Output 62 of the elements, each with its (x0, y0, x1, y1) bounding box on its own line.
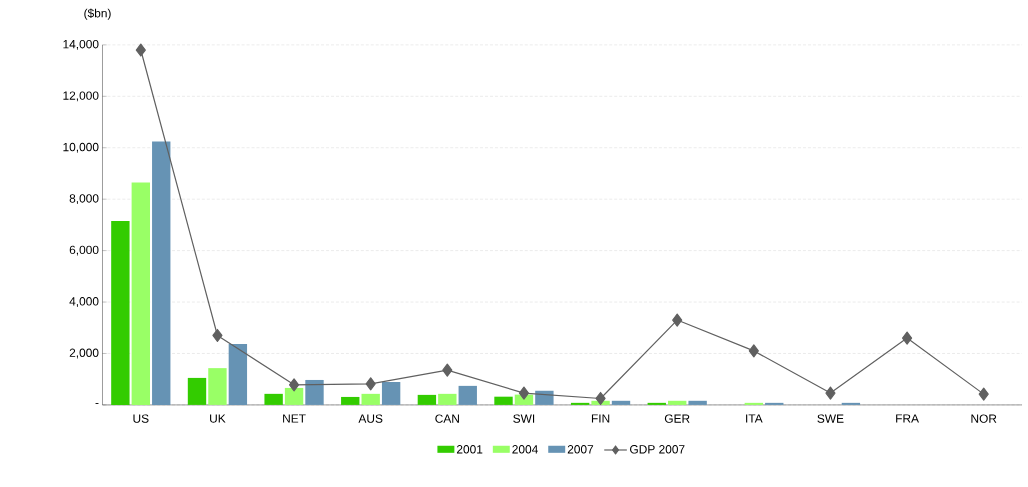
point (978, 387, 989, 401)
bar (228, 344, 248, 406)
y-tick-label: 2,000 (69, 348, 99, 359)
bar (131, 182, 150, 406)
bar (744, 403, 764, 406)
bar (341, 397, 360, 406)
x-tick-label: FIN (591, 414, 610, 423)
bar (284, 388, 304, 406)
bar (570, 403, 590, 406)
point (135, 43, 146, 57)
bar (765, 403, 784, 406)
point (825, 386, 836, 400)
legend-label: 2001 (456, 445, 483, 454)
bar (152, 141, 171, 406)
bar (208, 368, 227, 406)
bar (841, 403, 861, 406)
bar (438, 394, 457, 406)
bar (264, 394, 283, 406)
y-tick-label: - (95, 403, 99, 405)
legend-label: GDP 2007 (630, 445, 685, 454)
x-tick-label: SWE (817, 414, 844, 423)
x-tick-label: NOR (971, 414, 997, 423)
x-tick-label: AUS (358, 414, 383, 423)
bar (611, 400, 631, 406)
point (212, 329, 223, 343)
point (518, 386, 530, 400)
point (365, 377, 376, 391)
y-tick-label: 14,000 (63, 40, 99, 50)
x-tick-label: ITA (746, 414, 763, 423)
x-tick-label: FRA (896, 414, 919, 423)
point (672, 313, 683, 327)
bar (647, 403, 666, 406)
bar (305, 380, 324, 406)
point (442, 363, 453, 377)
bar (111, 221, 130, 406)
y-tick-label: 6,000 (69, 245, 99, 256)
point (748, 344, 759, 358)
bar (187, 378, 207, 406)
y-axis-title: ($bn) (84, 8, 111, 20)
y-tick-label: 10,000 (63, 142, 99, 153)
bar (668, 400, 687, 406)
bar (688, 400, 707, 406)
legend-label: 2004 (512, 445, 538, 454)
x-tick-label: GER (664, 414, 690, 423)
x-tick-label: SWI (513, 414, 535, 423)
x-tick-label: US (133, 414, 149, 423)
bar (494, 396, 513, 406)
y-tick-label: 12,000 (63, 91, 99, 102)
y-tick-label: 8,000 (69, 194, 99, 205)
x-tick-label: CAN (435, 414, 459, 423)
point (595, 392, 606, 406)
point (901, 331, 913, 345)
bar (535, 390, 554, 406)
bar (417, 395, 437, 406)
bar (361, 394, 380, 406)
x-tick-label: NET (283, 414, 306, 423)
x-tick-label: UK (210, 414, 226, 423)
y-tick-label: 4,000 (69, 297, 99, 308)
legend-label: 2007 (567, 445, 594, 454)
bar (458, 386, 477, 406)
point (288, 378, 300, 392)
bar (381, 382, 401, 406)
